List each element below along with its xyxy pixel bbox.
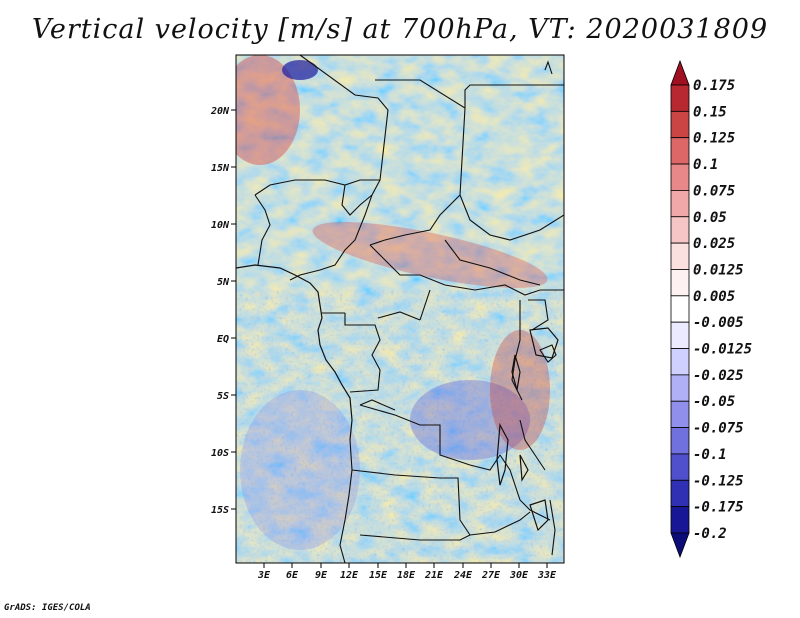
colorbar-bottom-arrow	[670, 532, 690, 559]
colorbar-segment	[670, 479, 690, 508]
colorbar-label: -0.005	[693, 315, 744, 331]
lat-tick-label: EQ	[217, 334, 229, 345]
lat-tick-label: 5N	[217, 277, 230, 288]
lon-tick-label: 27E	[481, 570, 501, 581]
lon-tick-label: 9E	[315, 570, 328, 581]
map-frame	[235, 54, 565, 564]
colorbar-label: -0.0125	[693, 342, 752, 358]
colorbar-label: 0.15	[693, 104, 727, 120]
upward-motion-region	[236, 55, 300, 165]
lat-tick-label: 20N	[210, 106, 230, 117]
lakes	[496, 327, 559, 532]
colorbar-segment	[670, 190, 690, 218]
upward-motion-region	[490, 330, 550, 450]
lon-tick-label: 15E	[369, 570, 388, 581]
colorbar-segment	[670, 374, 690, 402]
colorbar-label: -0.125	[693, 473, 744, 489]
colorbar-label: -0.175	[693, 500, 744, 516]
colorbar-segment	[670, 348, 690, 376]
lat-tick-label: 15S	[211, 505, 229, 516]
colorbar-segment	[670, 216, 690, 244]
colorbar-label: 0.05	[693, 210, 727, 226]
colorbar-segment	[670, 506, 690, 534]
colorbar-top-arrow	[670, 59, 690, 86]
colorbar-label: -0.1	[693, 447, 727, 463]
colorbar-segment	[670, 242, 690, 270]
colorbar-label: -0.025	[693, 368, 744, 384]
convective-speckle	[236, 290, 564, 563]
colorbar-segment	[670, 269, 690, 297]
lat-tick-label: 5S	[217, 391, 229, 402]
colorbar-segment	[670, 137, 690, 165]
lon-tick-label: 33E	[537, 570, 557, 581]
colorbar-segment	[670, 400, 690, 428]
grads-credit: GrADS: IGES/COLA	[4, 603, 91, 613]
colorbar-label: 0.175	[693, 78, 735, 94]
lon-tick-label: 3E	[257, 570, 271, 581]
colorbar-segment	[670, 321, 690, 349]
lon-tick-label: 30E	[509, 570, 529, 581]
lon-tick-label: 24E	[453, 570, 473, 581]
upward-motion-band	[312, 222, 548, 288]
lon-tick-label: 18E	[397, 570, 416, 581]
colorbar-label: 0.075	[693, 183, 735, 199]
colorbar-segment	[670, 110, 690, 139]
colorbar-label: 0.125	[693, 131, 735, 147]
lon-tick-label: 6E	[286, 570, 299, 581]
colorbar-label: -0.05	[693, 394, 735, 410]
latitude-axis: 20N 15N 10N 5N EQ 5S 10S 15S	[210, 106, 236, 516]
colorbar-label: -0.075	[693, 421, 744, 437]
lat-tick-label: 15N	[211, 163, 230, 174]
lat-tick-label: 10S	[211, 448, 229, 459]
colorbar-segment	[670, 453, 690, 481]
colorbar-label: 0.0125	[693, 262, 744, 278]
downward-motion-region	[282, 60, 318, 80]
lat-tick-label: 10N	[211, 220, 230, 231]
coastline	[236, 264, 353, 441]
map-title: Vertical velocity [m/s] at 700hPa, VT: 2…	[31, 14, 769, 45]
colorbar: 0.175 0.15 0.125 0.1 0.075 0.05 0.025 0.0125 0.0…	[670, 59, 752, 559]
country-boundaries	[254, 55, 564, 563]
downward-motion-region	[240, 390, 360, 550]
colorbar-label: 0.025	[693, 236, 735, 252]
longitude-axis: 3E 6E 9E 12E 15E 18E 21E 24E 27E 30E 33E	[257, 563, 557, 581]
lon-tick-label: 12E	[340, 570, 359, 581]
colorbar-segment	[670, 84, 690, 112]
colorbar-label: -0.2	[693, 526, 727, 542]
map-panel	[235, 54, 565, 564]
colorbar-segment	[670, 427, 690, 455]
lon-tick-label: 21E	[424, 570, 444, 581]
colorbar-segment	[670, 163, 690, 191]
colorbar-label: 0.1	[693, 157, 718, 173]
colorbar-segment	[670, 295, 690, 323]
colorbar-label: 0.005	[693, 289, 735, 305]
